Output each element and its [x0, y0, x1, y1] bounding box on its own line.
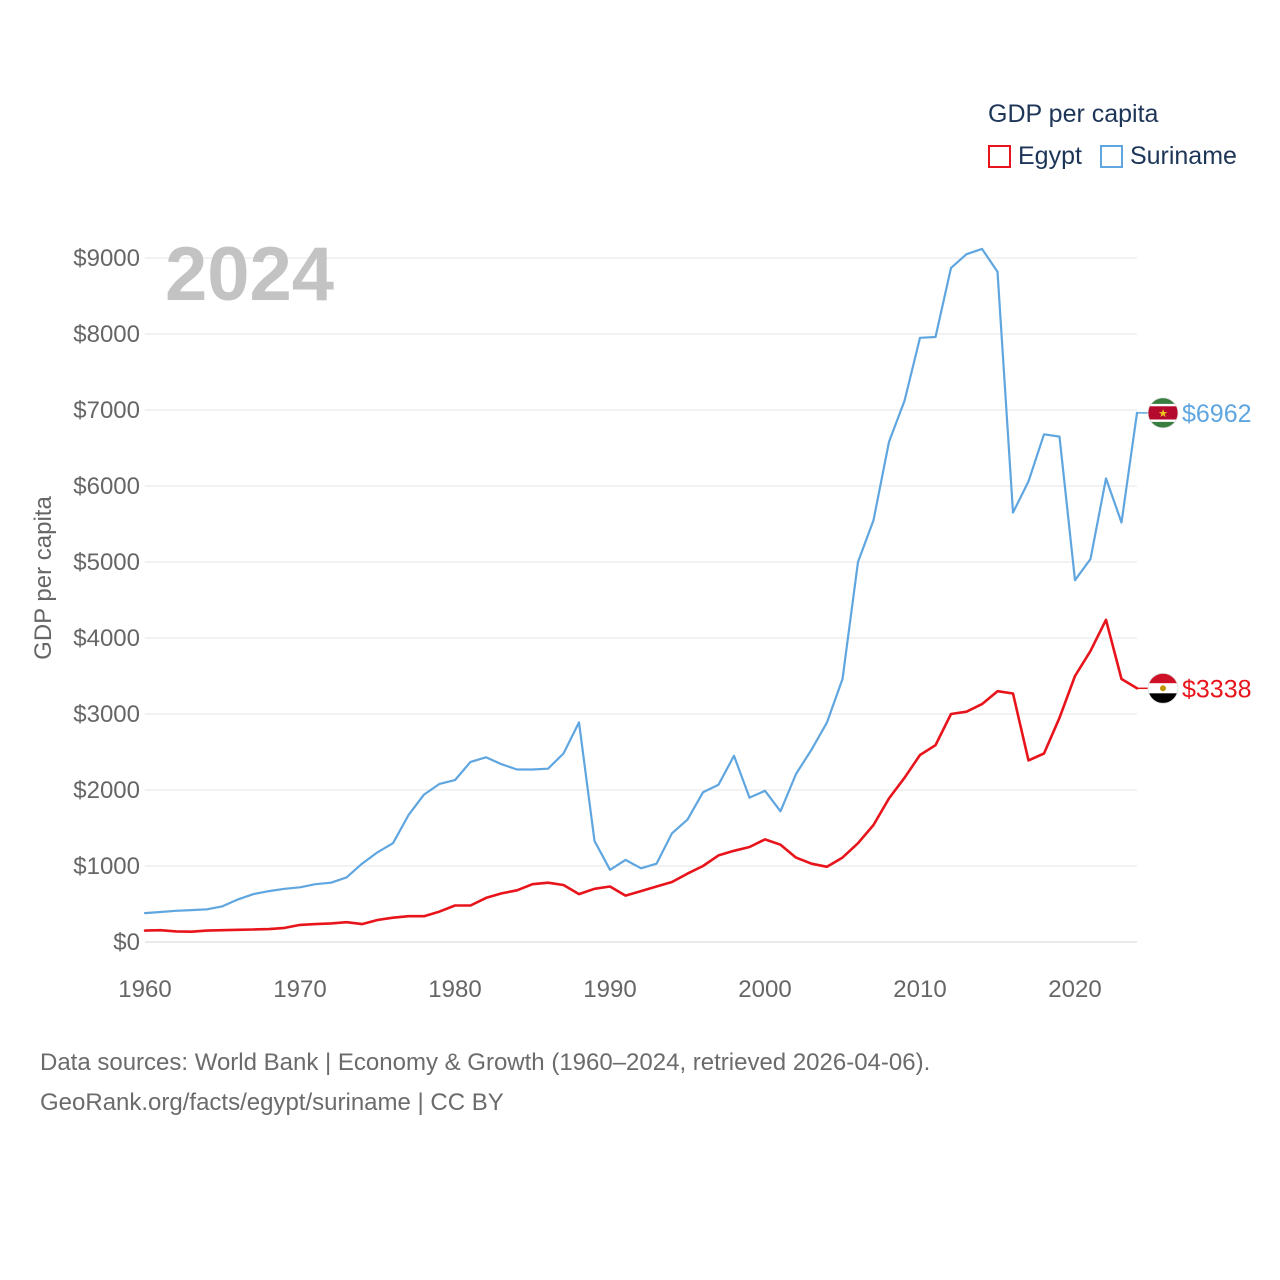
y-tick-label-0: $0	[113, 929, 140, 956]
y-tick-label-8000: $8000	[73, 321, 140, 348]
y-tick-label-5000: $5000	[73, 549, 140, 576]
y-tick-label-4000: $4000	[73, 625, 140, 652]
legend: Egypt Suriname	[988, 142, 1255, 171]
end-label-suriname: $6962	[1182, 400, 1252, 428]
series-line-egypt	[143, 618, 1139, 934]
y-tick-label-6000: $6000	[73, 473, 140, 500]
y-tick-label-9000: $9000	[73, 245, 140, 272]
legend-item-egypt[interactable]: Egypt	[988, 142, 1082, 171]
end-label-egypt: $3338	[1182, 675, 1252, 703]
legend-swatch-suriname	[1099, 145, 1123, 168]
x-tick-label-1990: 1990	[583, 976, 636, 1003]
flag-egypt-icon	[1147, 672, 1179, 704]
series-line-suriname	[143, 247, 1139, 915]
y-tick-label-2000: $2000	[73, 777, 140, 804]
legend-title: GDP per capita	[988, 100, 1159, 128]
legend-label-suriname: Suriname	[1129, 142, 1237, 170]
footer-credit: GeoRank.org/facts/egypt/suriname | CC BY	[40, 1089, 504, 1116]
flag-suriname-icon: ★	[1147, 397, 1179, 429]
grid-lines	[145, 257, 1137, 943]
footer: Data sources: World Bank | Economy & Gro…	[40, 1043, 930, 1123]
legend-swatch-egypt	[988, 145, 1011, 168]
year-watermark: 2024	[165, 232, 334, 317]
x-tick-label-2000: 2000	[738, 976, 791, 1003]
flag-star-icon: ★	[1158, 407, 1168, 420]
footer-sources: Data sources: World Bank | Economy & Gro…	[40, 1049, 931, 1076]
x-tick-label-1970: 1970	[273, 976, 326, 1003]
y-tick-label-3000: $3000	[73, 701, 140, 728]
y-axis-label: GDP per capita	[30, 496, 57, 660]
y-tick-label-1000: $1000	[73, 853, 140, 880]
y-tick-label-7000: $7000	[73, 397, 140, 424]
series-group	[143, 247, 1139, 934]
x-axis-ticks: 1960 1970 1980 1990 2000 2010 2020	[118, 976, 1101, 1003]
y-axis-ticks: $0 $1000 $2000 $3000 $4000 $5000 $6000 $7000 $80…	[73, 245, 140, 956]
legend-item-suriname[interactable]: Suriname	[1099, 142, 1237, 171]
x-tick-label-2020: 2020	[1048, 976, 1101, 1003]
x-tick-label-1980: 1980	[428, 976, 481, 1003]
end-labels: $3338 ★ $6962	[1137, 397, 1252, 704]
x-tick-label-1960: 1960	[118, 976, 171, 1003]
x-tick-label-2010: 2010	[893, 976, 946, 1003]
legend-label-egypt: Egypt	[1018, 142, 1082, 170]
